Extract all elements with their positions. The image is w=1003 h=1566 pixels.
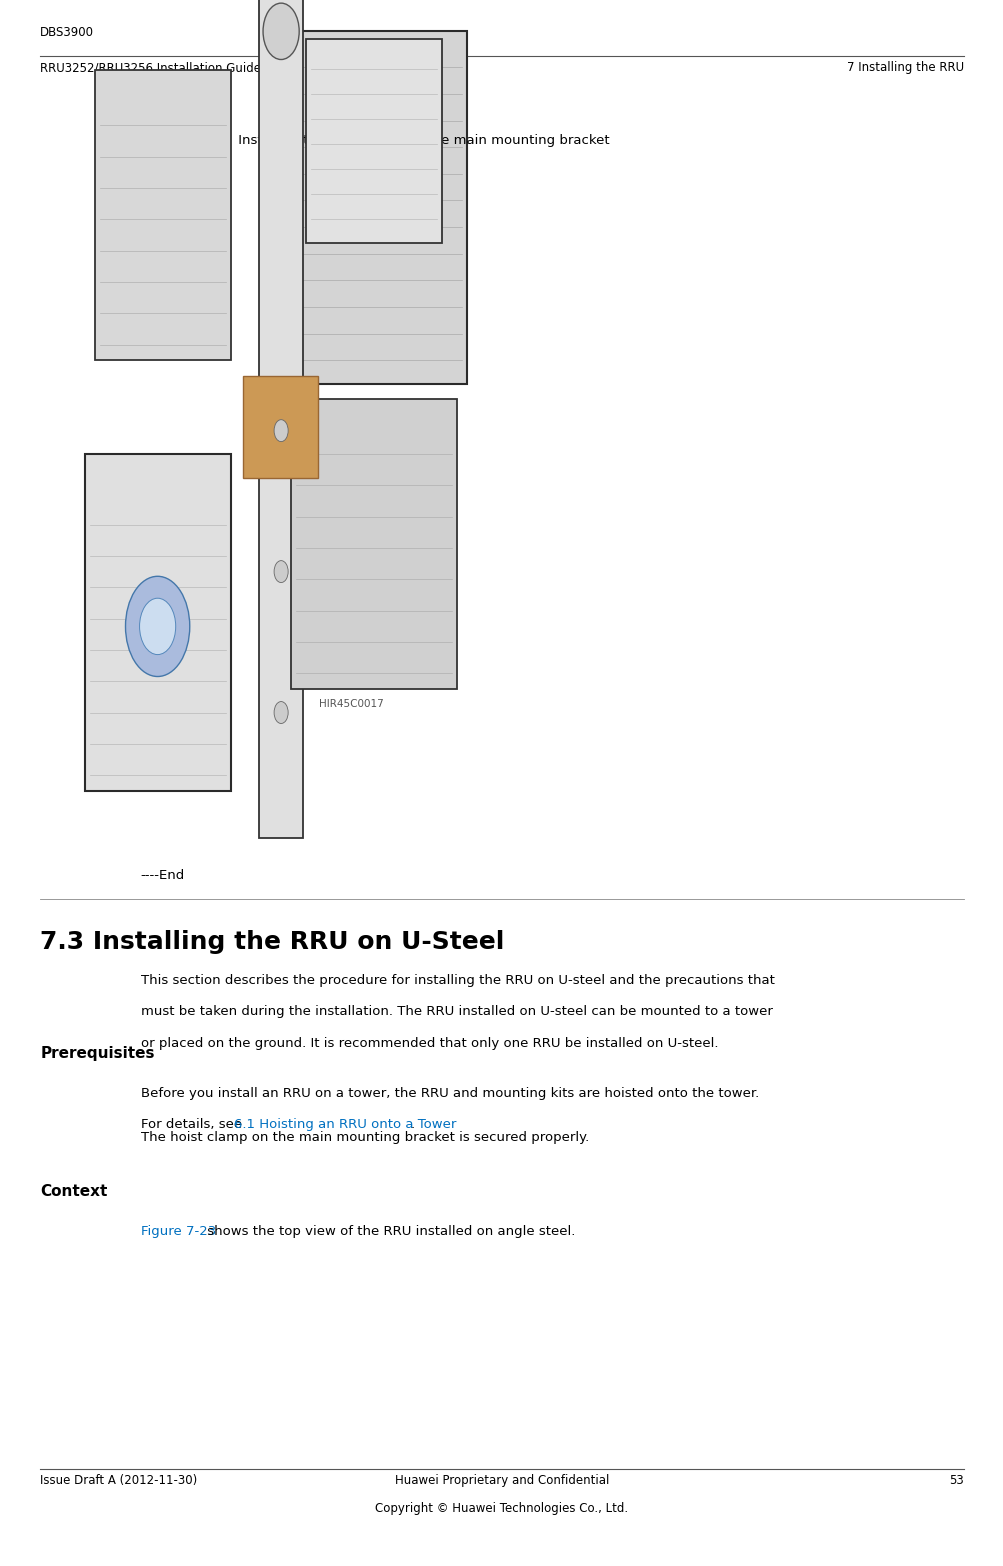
Text: Context: Context xyxy=(40,1184,107,1200)
Text: For details, see: For details, see xyxy=(140,1118,246,1131)
Bar xyxy=(95,70,231,360)
Circle shape xyxy=(263,3,299,60)
Text: Issue Draft A (2012-11-30): Issue Draft A (2012-11-30) xyxy=(40,1474,198,1486)
Text: DBS3900: DBS3900 xyxy=(40,27,94,39)
Bar xyxy=(60,157,562,708)
Text: .: . xyxy=(410,1118,414,1131)
Text: 53: 53 xyxy=(948,1474,963,1486)
Circle shape xyxy=(125,576,190,677)
Text: This section describes the procedure for installing the RRU on U-steel and the p: This section describes the procedure for… xyxy=(140,974,773,987)
Text: RRU3252/RRU3256 Installation Guide: RRU3252/RRU3256 Installation Guide xyxy=(40,61,261,74)
Bar xyxy=(243,376,318,478)
Text: Huawei Proprietary and Confidential: Huawei Proprietary and Confidential xyxy=(394,1474,609,1486)
Bar xyxy=(85,454,231,791)
Circle shape xyxy=(139,598,176,655)
Text: 7 Installing the RRU: 7 Installing the RRU xyxy=(846,61,963,74)
Text: 7.3 Installing the RRU on U-Steel: 7.3 Installing the RRU on U-Steel xyxy=(40,930,505,954)
Text: Copyright © Huawei Technologies Co., Ltd.: Copyright © Huawei Technologies Co., Ltd… xyxy=(375,1502,628,1514)
Text: Figure 7-23: Figure 7-23 xyxy=(140,1225,216,1237)
Text: Before you install an RRU on a tower, the RRU and mounting kits are hoisted onto: Before you install an RRU on a tower, th… xyxy=(140,1087,758,1099)
Circle shape xyxy=(274,702,288,723)
Bar xyxy=(306,39,441,243)
Text: must be taken during the installation. The RRU installed on U-steel can be mount: must be taken during the installation. T… xyxy=(140,1005,771,1018)
Text: The hoist clamp on the main mounting bracket is secured properly.: The hoist clamp on the main mounting bra… xyxy=(140,1131,588,1143)
Text: shows the top view of the RRU installed on angle steel.: shows the top view of the RRU installed … xyxy=(203,1225,575,1237)
Bar xyxy=(291,31,466,384)
Text: Installing the fourth RRU on the main mounting bracket: Installing the fourth RRU on the main mo… xyxy=(234,135,609,147)
Text: Prerequisites: Prerequisites xyxy=(40,1046,154,1062)
Circle shape xyxy=(274,420,288,442)
Text: Figure 7-22: Figure 7-22 xyxy=(140,135,227,147)
Text: ----End: ----End xyxy=(140,869,185,882)
Bar xyxy=(259,0,303,838)
Circle shape xyxy=(274,561,288,583)
Text: or placed on the ground. It is recommended that only one RRU be installed on U-s: or placed on the ground. It is recommend… xyxy=(140,1037,717,1049)
Text: HIR45C0017: HIR45C0017 xyxy=(319,700,383,709)
Text: 6.1 Hoisting an RRU onto a Tower: 6.1 Hoisting an RRU onto a Tower xyxy=(234,1118,455,1131)
Bar xyxy=(291,399,456,689)
